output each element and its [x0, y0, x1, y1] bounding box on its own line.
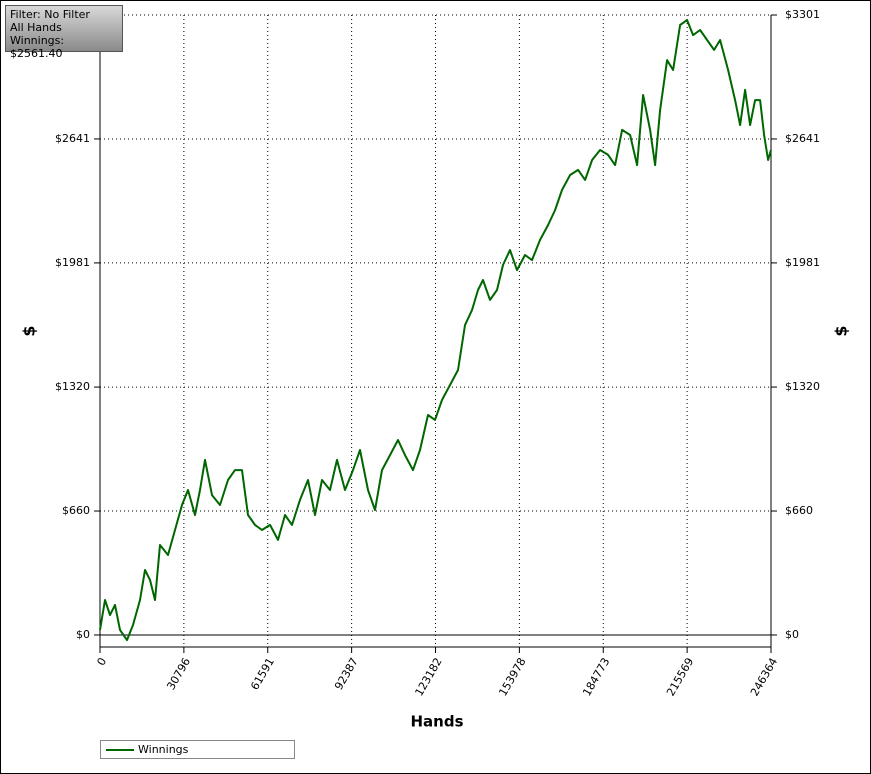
x-tick-label: 30796 [164, 656, 193, 693]
info-winnings: Winnings: $2561.40 [10, 34, 65, 60]
legend [100, 740, 295, 759]
y-tick-label: $660 [62, 504, 90, 517]
legend-label: Winnings [138, 743, 189, 756]
y2-axis-label: $ [832, 325, 851, 336]
y2-tick-label: $3301 [785, 8, 820, 21]
y-axis-label: $ [20, 325, 39, 336]
x-tick-label: 0 [94, 656, 109, 669]
x-tick-label: 92387 [332, 656, 361, 693]
x-tick-label: 123182 [412, 656, 444, 699]
info-box: Filter: No Filter All Hands Winnings: $2… [5, 5, 123, 60]
x-axis-label: Hands [410, 713, 463, 731]
y-tick-label: $1320 [55, 380, 90, 393]
y-tick-label: $1981 [55, 256, 90, 269]
x-tick-label: 215569 [664, 656, 696, 699]
y-tick-label: $0 [76, 628, 90, 641]
y2-tick-label: $1981 [785, 256, 820, 269]
x-tick-label: 246364 [748, 656, 780, 699]
y2-tick-label: $1320 [785, 380, 820, 393]
series-line [99, 19, 772, 642]
x-tick-label: 61591 [248, 656, 277, 693]
x-tick-label: 184773 [580, 656, 612, 699]
info-filter: Filter: No Filter [10, 8, 90, 21]
info-hands: All Hands [10, 21, 62, 34]
y2-tick-label: $2641 [785, 132, 820, 145]
y-tick-label: $2641 [55, 132, 90, 145]
y2-tick-label: $660 [785, 504, 813, 517]
y2-tick-label: $0 [785, 628, 799, 641]
x-tick-label: 153978 [496, 656, 528, 699]
